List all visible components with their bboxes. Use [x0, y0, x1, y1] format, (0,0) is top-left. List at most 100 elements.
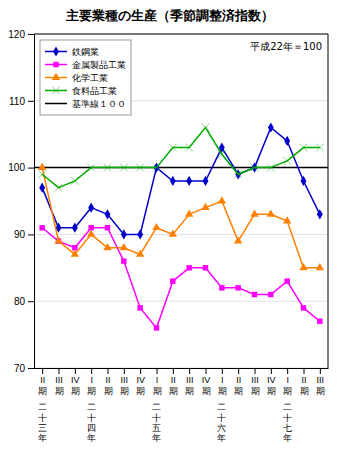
tick-mark [320, 368, 321, 374]
tick-label: II期 [38, 375, 47, 395]
marker [55, 184, 63, 192]
tick-mark [157, 368, 158, 374]
axis-line [35, 368, 329, 369]
marker [39, 183, 45, 193]
marker [251, 164, 259, 172]
grid-line [34, 234, 328, 235]
tick-label: II期 [104, 375, 113, 395]
tick: III期 [185, 368, 194, 396]
tick-mark [28, 368, 34, 369]
tick-label: II期 [169, 375, 178, 395]
tick-mark [108, 368, 109, 374]
subtitle: 平成22年＝100 [250, 41, 322, 52]
tick: III期 [251, 368, 260, 396]
marker [250, 210, 258, 217]
tick: 70 [14, 363, 34, 374]
marker [121, 229, 127, 239]
marker [202, 124, 210, 132]
tick-mark [238, 368, 239, 374]
marker [301, 176, 307, 186]
tick-label: I期 [153, 375, 162, 395]
marker [284, 136, 290, 146]
marker [268, 122, 274, 132]
marker [267, 210, 275, 217]
marker [283, 157, 291, 165]
marker [316, 144, 324, 152]
grid-line [34, 167, 328, 168]
grid-line [34, 301, 328, 302]
marker [186, 176, 192, 186]
tick: 80 [14, 296, 34, 307]
marker [137, 305, 142, 310]
annotation: 二十七年 [283, 402, 292, 443]
tick-label: I期 [87, 375, 96, 395]
legend-marker [52, 87, 60, 95]
reference-line [34, 167, 328, 169]
tick: III期 [316, 368, 325, 396]
marker [316, 263, 324, 270]
tick-mark [271, 368, 272, 374]
legend-marker [53, 46, 59, 56]
tick: IV期 [136, 368, 145, 396]
marker [152, 223, 160, 230]
marker [185, 210, 193, 217]
legend: 鉄鋼業金属製品工業化学工業食料品工業基準線１００ [40, 40, 131, 115]
tick-label: 70 [14, 363, 26, 374]
tick-label: 110 [9, 96, 25, 107]
tick-mark [59, 368, 60, 374]
marker [72, 223, 78, 233]
tick: I期 [218, 368, 227, 396]
frame [328, 34, 329, 368]
tick-label: I期 [218, 375, 227, 395]
tick: IV期 [267, 368, 276, 396]
series-line [42, 128, 320, 188]
legend-box [40, 40, 131, 115]
annotation: 二十三年 [38, 402, 47, 443]
marker [284, 278, 289, 283]
tick: III期 [120, 368, 129, 396]
tick: II期 [234, 368, 243, 396]
tick: I期 [87, 368, 96, 396]
chart: 主要業種の生産（季節調整済指数）708090100110120II期III期IV… [0, 0, 340, 458]
tick-mark [28, 234, 34, 235]
marker [87, 164, 95, 172]
tick-mark [28, 101, 34, 102]
marker [283, 216, 291, 223]
tick-label: I期 [283, 375, 292, 395]
marker [235, 285, 240, 290]
marker [88, 203, 94, 213]
legend-item: 基準線１００ [45, 99, 126, 109]
marker [54, 236, 62, 243]
tick-mark [28, 168, 34, 169]
tick-label: II期 [234, 375, 243, 395]
tick-label: IV期 [71, 375, 80, 395]
frame [34, 34, 328, 35]
marker [39, 225, 44, 230]
tick-mark [91, 368, 92, 374]
marker [169, 144, 177, 152]
marker [104, 164, 112, 172]
marker [153, 164, 161, 172]
tick-mark [124, 368, 125, 374]
legend-label: 鉄鋼業 [72, 47, 99, 57]
tick-mark [304, 368, 305, 374]
tick: 90 [14, 229, 34, 240]
marker [105, 209, 111, 219]
marker [317, 209, 323, 219]
annotation: 二十四年 [87, 402, 96, 443]
marker [170, 176, 176, 186]
tick-label: IV期 [267, 375, 276, 395]
marker [121, 258, 126, 263]
marker [120, 243, 128, 250]
tick-label: III期 [185, 375, 194, 395]
series-line [42, 128, 320, 235]
marker [234, 170, 242, 178]
tick: III期 [55, 368, 64, 396]
tick: I期 [283, 368, 292, 396]
tick: II期 [169, 368, 178, 396]
tick-mark [255, 368, 256, 374]
marker [218, 150, 226, 158]
tick-label: 100 [8, 162, 25, 173]
tick-label: III期 [316, 375, 325, 395]
y-axis: 708090100110120 [8, 29, 34, 374]
